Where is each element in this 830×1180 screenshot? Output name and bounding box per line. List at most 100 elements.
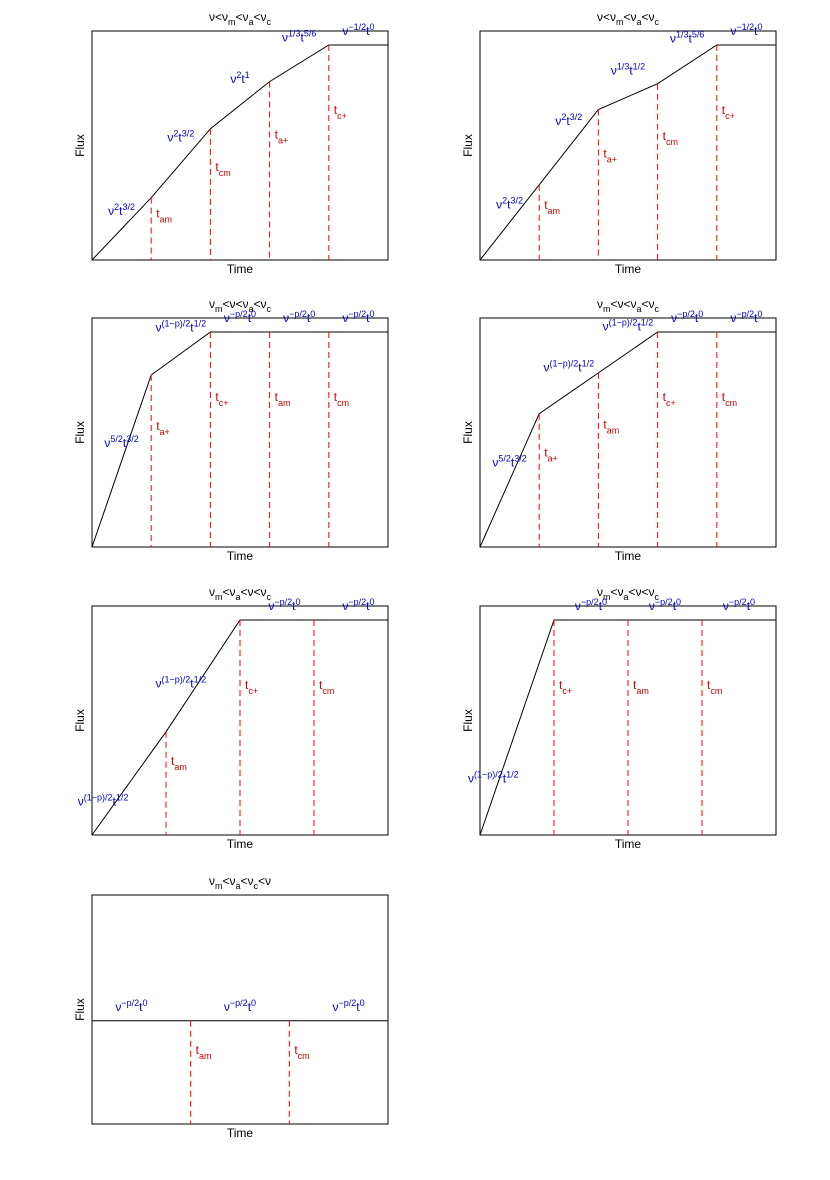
- scaling-nu-exponent: −p/2: [230, 998, 248, 1008]
- scaling-base-nu: ν: [611, 64, 617, 78]
- break-time-label: tcm: [663, 129, 678, 147]
- title-subscript: m: [603, 592, 611, 602]
- title-part: <ν: [623, 10, 636, 24]
- scaling-base-t: t: [366, 599, 370, 613]
- scaling-t-exponent: 3/2: [123, 202, 136, 212]
- panel-title: νm<ν<νa<νc: [597, 297, 660, 314]
- break-time-subscript: cm: [710, 686, 722, 696]
- segment-scaling-label: ν2t3/2: [167, 128, 194, 144]
- scaling-base-t: t: [503, 771, 507, 785]
- break-time-symbol: t: [319, 678, 323, 692]
- segment-scaling-label: ν−p/2t0: [575, 597, 607, 613]
- break-time-label: tcm: [215, 160, 230, 178]
- scaling-t-exponent: 0: [698, 309, 703, 319]
- title-subscript: m: [228, 17, 236, 27]
- scaling-nu-exponent: −p/2: [348, 597, 366, 607]
- scaling-base-nu: ν: [115, 1000, 121, 1014]
- scaling-base-t: t: [113, 795, 117, 809]
- scaling-base-t: t: [301, 30, 305, 44]
- title-subscript: a: [249, 17, 254, 27]
- scaling-base-t: t: [190, 676, 194, 690]
- x-axis-label: Time: [227, 1126, 254, 1140]
- scaling-t-exponent: 1/2: [641, 317, 654, 327]
- scaling-base-t: t: [366, 24, 370, 38]
- scaling-base-nu: ν: [730, 311, 736, 325]
- title-part: <ν<ν: [241, 585, 267, 599]
- title-part: <ν: [254, 297, 267, 311]
- scaling-nu-exponent: −p/2: [655, 597, 673, 607]
- segment-scaling-label: ν(1−p)/2t1/2: [468, 769, 519, 785]
- scaling-nu-exponent: −1/2: [348, 22, 366, 32]
- break-time-subscript: c+: [219, 398, 229, 408]
- light-curve-line: [479, 44, 776, 261]
- scaling-t-exponent: 3/2: [570, 112, 583, 122]
- scaling-nu-exponent: (1−p)/2: [609, 317, 638, 327]
- break-time-label: tcm: [334, 390, 349, 408]
- break-time-subscript: cm: [219, 168, 231, 178]
- scaling-nu-exponent: 1/3: [676, 29, 689, 39]
- scaling-nu-exponent: 1/3: [288, 28, 301, 38]
- scaling-base-nu: ν: [108, 204, 114, 218]
- scaling-base-nu: ν: [649, 599, 655, 613]
- scaling-nu-exponent: 1/3: [617, 62, 630, 72]
- break-time-symbol: t: [215, 390, 219, 404]
- panel-title: νm<νa<ν<νc: [597, 585, 660, 602]
- scaling-base-nu: ν: [342, 311, 348, 325]
- break-time-symbol: t: [245, 678, 249, 692]
- x-axis-label: Time: [615, 262, 642, 276]
- y-axis-label: Flux: [461, 134, 475, 157]
- x-axis-label: Time: [227, 549, 254, 563]
- scaling-base-nu: ν: [555, 114, 561, 128]
- scaling-base-nu: ν: [730, 24, 736, 38]
- y-axis-label: Flux: [73, 998, 87, 1021]
- scaling-base-t: t: [248, 1000, 252, 1014]
- scaling-nu-exponent: (1−p)/2: [84, 793, 113, 803]
- scaling-nu-exponent: 2: [561, 112, 566, 122]
- scaling-base-nu: ν: [224, 311, 230, 325]
- break-time-label: tc+: [663, 390, 676, 408]
- scaling-nu-exponent: −p/2: [338, 998, 356, 1008]
- segment-scaling-label: ν−p/2t0: [115, 998, 147, 1014]
- y-axis-label: Flux: [461, 421, 475, 444]
- x-axis-label: Time: [615, 549, 642, 563]
- scaling-base-nu: ν: [671, 311, 677, 325]
- break-time-symbol: t: [215, 160, 219, 174]
- segment-scaling-label: ν−p/2t0: [268, 597, 300, 613]
- break-time-subscript: am: [174, 762, 187, 772]
- title-part: ν: [209, 874, 215, 888]
- scaling-nu-exponent: 2: [173, 128, 178, 138]
- scaling-nu-exponent: −p/2: [274, 597, 292, 607]
- break-time-symbol: t: [707, 678, 711, 692]
- break-time-symbol: t: [171, 754, 175, 768]
- scaling-nu-exponent: −p/2: [121, 998, 139, 1008]
- scaling-base-nu: ν: [230, 72, 236, 86]
- scaling-t-exponent: 0: [369, 597, 374, 607]
- title-subscript: m: [603, 304, 611, 314]
- segment-scaling-label: ν2t3/2: [555, 112, 582, 128]
- segment-scaling-label: ν−p/2t0: [224, 309, 256, 325]
- scaling-t-exponent: 0: [251, 309, 256, 319]
- x-axis-label: Time: [227, 262, 254, 276]
- break-time-symbol: t: [156, 207, 160, 221]
- panel-1: ν<νm<νa<νcTimeFluxtamtcmta+tc+ν2t3/2ν2t3…: [73, 10, 389, 276]
- scaling-base-nu: ν: [224, 1000, 230, 1014]
- title-subscript: m: [616, 17, 624, 27]
- segment-scaling-label: ν(1−p)/2t1/2: [155, 319, 206, 335]
- segment-scaling-label: ν(1−p)/2t1/2: [543, 358, 594, 374]
- scaling-t-exponent: 1/2: [116, 793, 129, 803]
- scaling-base-t: t: [507, 197, 511, 211]
- scaling-base-nu: ν: [543, 360, 549, 374]
- scaling-t-exponent: 1/2: [194, 674, 207, 684]
- scaling-base-nu: ν: [342, 599, 348, 613]
- scaling-nu-exponent: (1−p)/2: [161, 674, 190, 684]
- scaling-nu-exponent: −p/2: [729, 597, 747, 607]
- break-time-symbol: t: [603, 418, 607, 432]
- scaling-base-nu: ν: [492, 455, 498, 469]
- title-part: <ν: [642, 297, 655, 311]
- break-time-label: tam: [544, 198, 560, 216]
- title-part: <ν<ν: [222, 297, 248, 311]
- segment-scaling-label: ν1/3t5/6: [670, 29, 704, 45]
- break-time-subscript: c+: [248, 686, 258, 696]
